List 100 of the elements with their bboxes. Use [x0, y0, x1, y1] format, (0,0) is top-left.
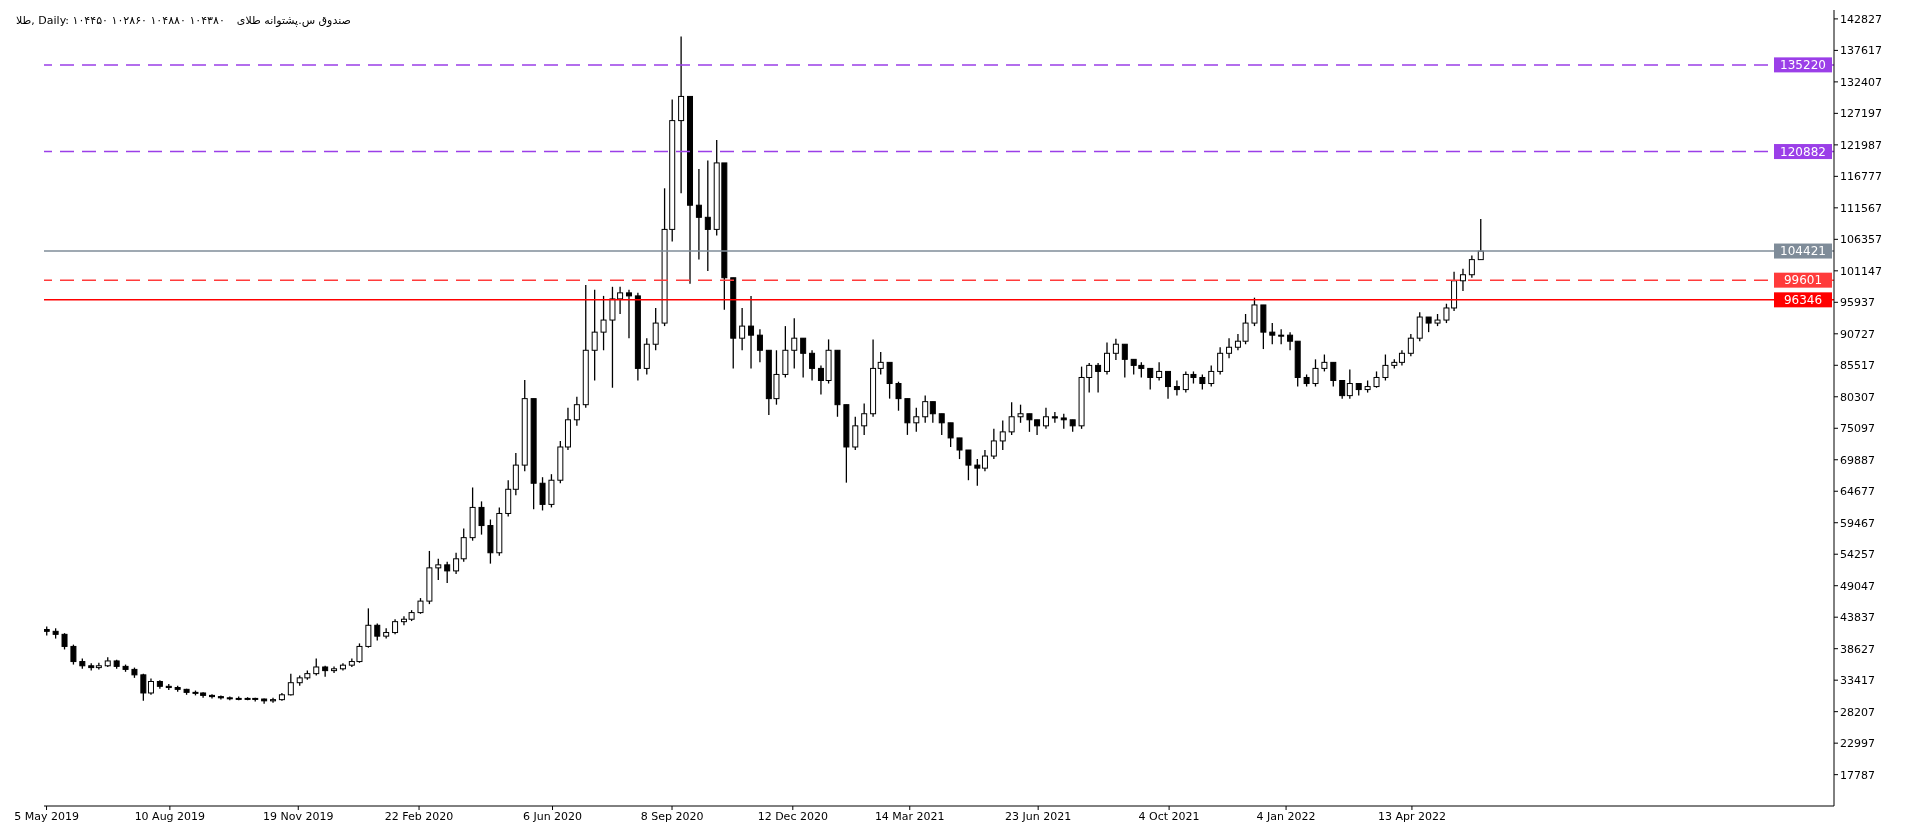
candlestick — [539, 476, 546, 512]
candlestick — [956, 437, 963, 460]
candlestick — [990, 428, 997, 460]
x-tick-label: 10 Aug 2019 — [134, 809, 206, 823]
candlestick — [70, 643, 77, 666]
candlestick — [938, 413, 945, 436]
chart-title: طلا, Daily: ۱۰۴۴۵۰ ۱۰۲۸۶۰ ۱۰۴۸۸۰ ۱۰۴۳۸۰ — [16, 14, 225, 27]
ref-line-label: 96346 — [1783, 292, 1823, 307]
candlestick — [981, 449, 988, 472]
x-tick-label: 5 May 2019 — [14, 809, 79, 823]
candlestick — [739, 307, 746, 351]
candlestick — [217, 694, 224, 701]
x-tick-label: 19 Nov 2019 — [263, 809, 334, 823]
candlestick — [965, 449, 972, 481]
y-tick-label: 38627 — [1840, 642, 1875, 656]
y-tick-label: 49047 — [1840, 579, 1875, 593]
candlestick — [704, 159, 711, 272]
candlestick — [573, 396, 580, 427]
y-tick-label: 33417 — [1840, 674, 1875, 688]
candlestick — [1165, 370, 1172, 400]
candlestick — [1112, 338, 1119, 361]
y-tick-label: 101147 — [1840, 264, 1882, 278]
candlestick — [929, 401, 936, 424]
candlestick — [591, 289, 598, 382]
x-tick-label: 13 Apr 2022 — [1377, 809, 1446, 823]
candlestick — [1459, 268, 1466, 292]
candlestick — [695, 168, 702, 261]
candlestick — [947, 422, 954, 448]
candlestick — [1251, 297, 1258, 327]
x-tick-label: 12 Dec 2020 — [757, 809, 828, 823]
candlestick — [1312, 358, 1319, 388]
y-tick-label: 85517 — [1840, 359, 1875, 373]
y-tick-label: 75097 — [1840, 422, 1875, 436]
candlestick — [1346, 368, 1353, 400]
y-tick-label: 69887 — [1840, 453, 1875, 467]
candlestick — [600, 295, 607, 351]
candlestick — [800, 337, 807, 379]
x-tick-label: 22 Feb 2020 — [384, 809, 454, 823]
candlestick — [652, 307, 659, 351]
candlestick — [460, 527, 467, 563]
candlestick — [1382, 353, 1389, 382]
candlestick — [1104, 341, 1110, 376]
candlestick — [1330, 361, 1337, 388]
candlestick — [1468, 254, 1475, 279]
x-tick-label: 23 Jun 2021 — [1005, 809, 1072, 823]
candlestick — [999, 419, 1006, 451]
candlestick — [478, 500, 485, 536]
candlestick — [1208, 364, 1215, 388]
x-tick-label: 8 Sep 2020 — [640, 809, 704, 823]
y-tick-label: 17787 — [1840, 768, 1875, 782]
candlestick — [1407, 333, 1414, 357]
candlestick — [1226, 337, 1233, 359]
y-tick-label: 95937 — [1840, 296, 1875, 310]
x-tick-label: 14 Mar 2021 — [874, 809, 945, 823]
candlestick — [877, 351, 884, 376]
candlestick — [1339, 379, 1346, 400]
candlestick — [809, 349, 816, 382]
y-tick-label: 137617 — [1840, 44, 1882, 58]
candlestick — [861, 402, 868, 436]
candlestick — [922, 394, 929, 424]
candlestick — [1287, 331, 1294, 351]
y-tick-label: 80307 — [1840, 390, 1875, 404]
y-tick-label: 127197 — [1840, 107, 1882, 121]
y-tick-label: 54257 — [1840, 548, 1875, 562]
candlestick — [791, 317, 798, 370]
y-tick-label: 142827 — [1840, 12, 1882, 26]
candlestick — [1269, 322, 1276, 345]
candlestick — [1051, 411, 1058, 424]
x-tick-label: 4 Oct 2021 — [1138, 809, 1200, 823]
y-tick-label: 90727 — [1840, 327, 1875, 341]
candlestick — [895, 381, 902, 412]
candlestick — [1042, 407, 1049, 430]
candlestick — [453, 552, 460, 575]
candlestick — [435, 558, 442, 581]
x-tick-label: 6 Jun 2020 — [522, 809, 583, 823]
chart-subtitle: صندوق س.پشتوانه طلای — [236, 14, 351, 27]
y-tick-label: 43837 — [1840, 611, 1875, 625]
candlestick — [365, 607, 372, 649]
candlestick — [1147, 367, 1154, 391]
candlestick — [886, 361, 893, 400]
candlestick — [748, 295, 755, 370]
candlestick — [1416, 311, 1423, 342]
y-tick-label: 111567 — [1840, 201, 1882, 215]
candlestick — [140, 672, 147, 702]
y-tick-label: 59467 — [1840, 516, 1875, 530]
ref-line-label: 135220 — [1780, 57, 1826, 72]
ref-line-label: 120882 — [1780, 144, 1826, 159]
candlestick — [852, 416, 859, 451]
candlestick — [1121, 343, 1128, 379]
y-tick-label: 64677 — [1840, 485, 1875, 499]
y-tick-label: 28207 — [1840, 705, 1875, 719]
y-tick-label: 121987 — [1840, 138, 1882, 152]
y-tick-label: 106357 — [1840, 233, 1882, 247]
candlestick — [1095, 362, 1102, 394]
candlestick — [756, 328, 763, 364]
ref-line-label: 104421 — [1780, 244, 1826, 259]
candlestick — [974, 458, 981, 487]
candlestick — [913, 407, 920, 433]
candlestick — [270, 697, 277, 704]
x-tick-label: 4 Jan 2022 — [1256, 809, 1316, 823]
